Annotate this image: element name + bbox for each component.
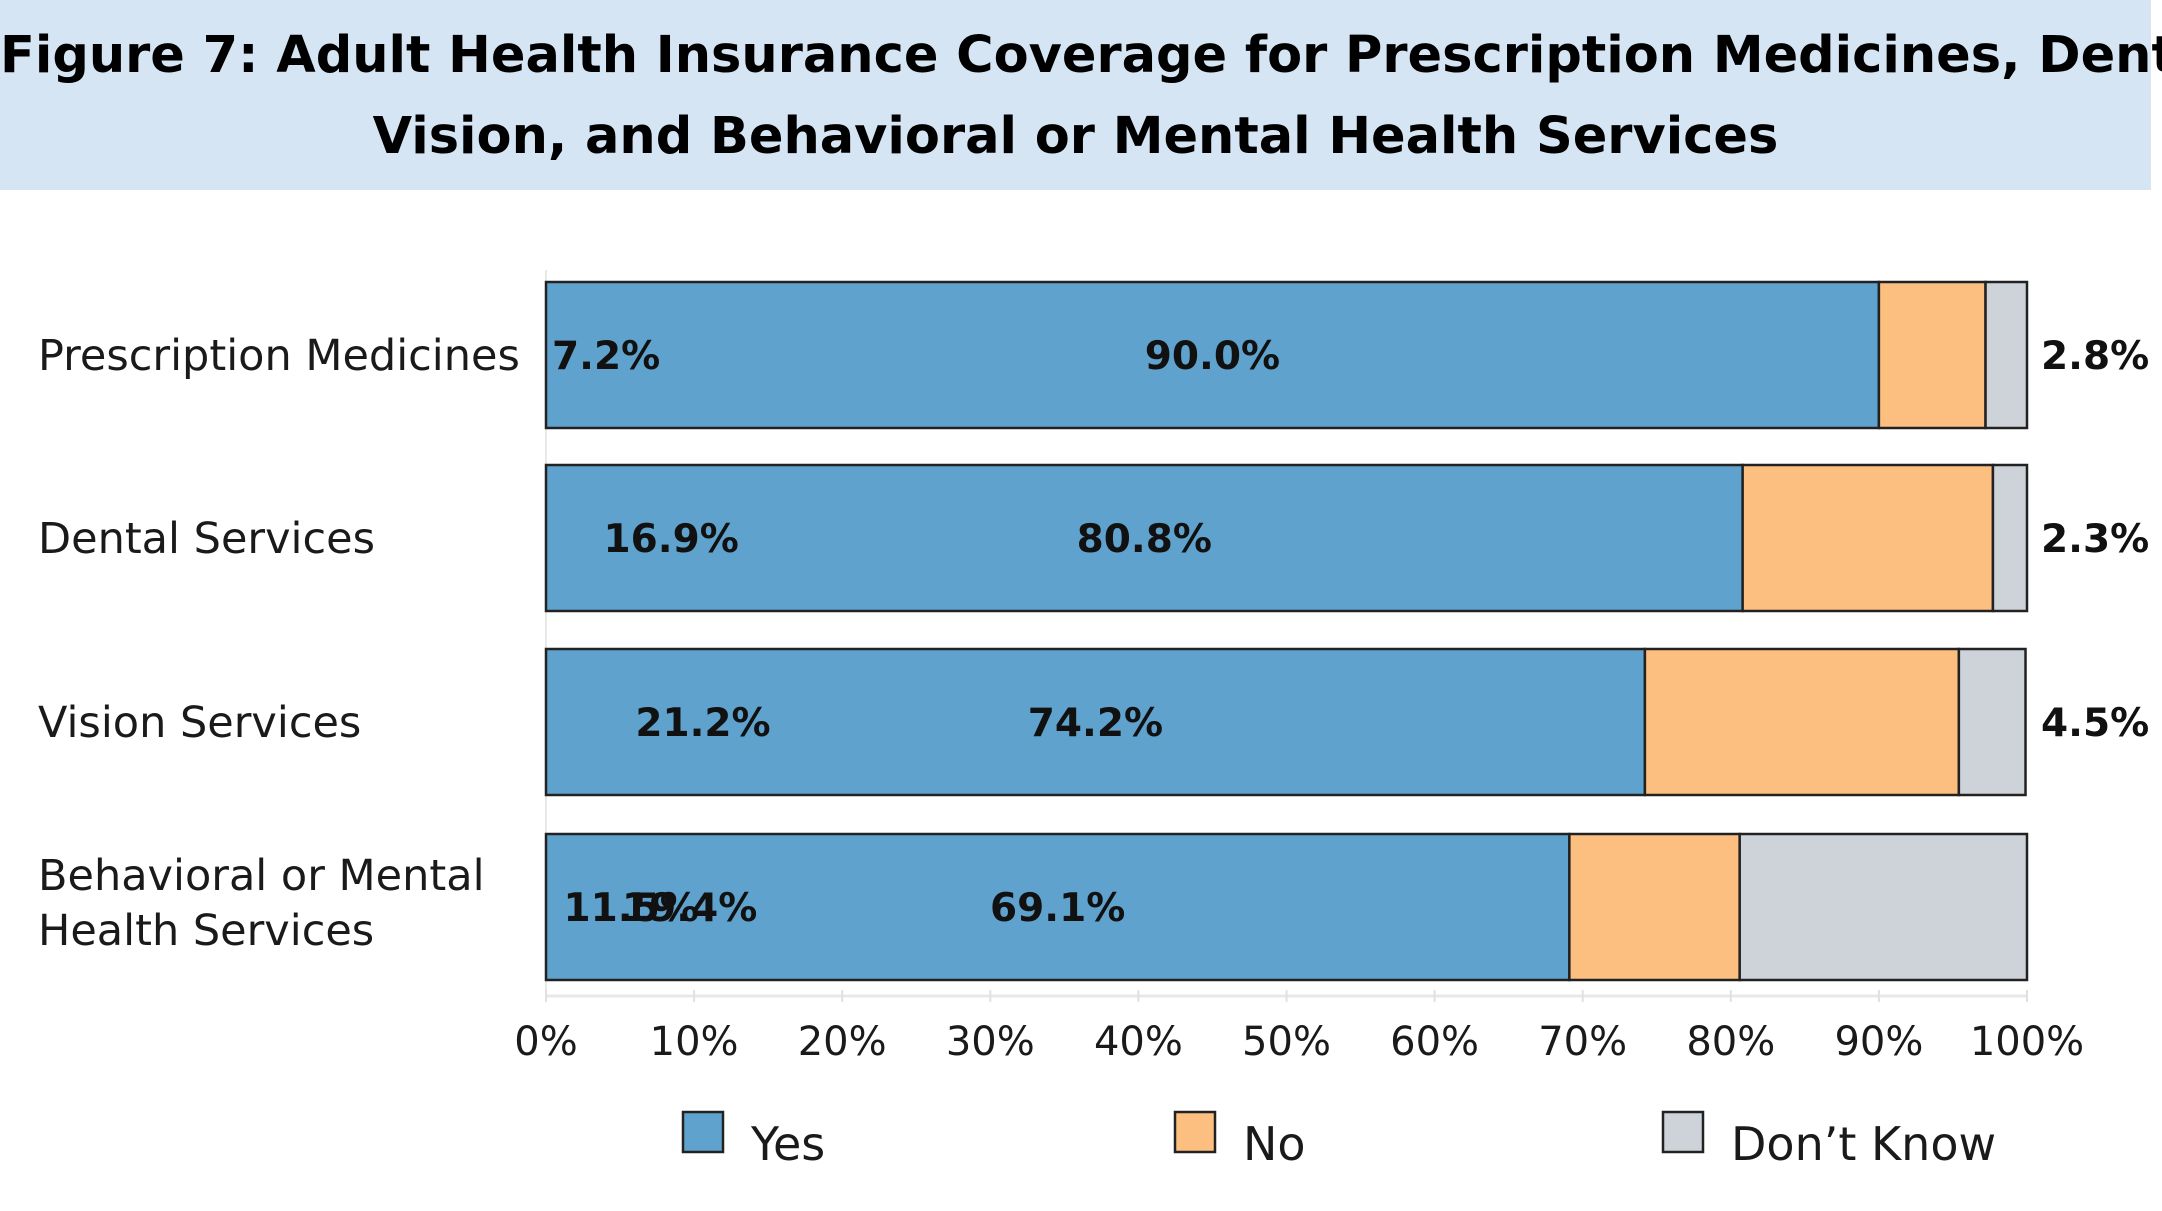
data-label: 21.2% [635, 701, 770, 746]
x-tick-label: 50% [1242, 1019, 1331, 1065]
bar-segment [544, 463, 1744, 613]
data-label: 19.4% [622, 886, 757, 931]
legend-label: No [1243, 1117, 1306, 1171]
category-label: Prescription Medicines [38, 331, 520, 381]
legend-label: Yes [750, 1117, 825, 1171]
data-label: 2.8% [2041, 334, 2149, 379]
category-label: Behavioral or Mental [38, 851, 485, 901]
bar-segment [1984, 280, 2029, 430]
legend-swatch [1173, 1110, 1217, 1154]
chart-title-line-1: Figure 7: Adult Health Insurance Coverag… [0, 26, 2162, 85]
data-label: 11.5% [564, 886, 699, 931]
data-label: 4.5% [2041, 701, 2149, 746]
x-tick-label: 70% [1538, 1019, 1627, 1065]
x-tick-label: 10% [650, 1019, 739, 1065]
x-tick-label: 60% [1390, 1019, 1479, 1065]
legend-label: Don’t Know [1731, 1117, 1996, 1171]
data-label: 90.0% [1145, 334, 1280, 379]
x-tick-label: 0% [514, 1019, 577, 1065]
data-label: 69.1% [990, 886, 1125, 931]
x-tick-label: 20% [798, 1019, 887, 1065]
category-label: Dental Services [38, 514, 375, 564]
data-label: 16.9% [603, 517, 738, 562]
category-label: Health Services [38, 906, 374, 956]
bar-segment [1643, 647, 1961, 797]
data-label: 74.2% [1028, 701, 1163, 746]
chart-title-line-2: Vision, and Behavioral or Mental Health … [372, 107, 1779, 166]
bar-segment [1877, 280, 1987, 430]
legend-swatch [681, 1110, 725, 1154]
legend-swatch [1661, 1110, 1705, 1154]
title-banner: Figure 7: Adult Health Insurance Coverag… [0, 0, 2162, 190]
x-tick-label: 30% [946, 1019, 1035, 1065]
data-label: 2.3% [2041, 517, 2149, 562]
x-tick-label: 100% [1970, 1019, 2084, 1065]
data-label: 80.8% [1077, 517, 1212, 562]
bar-segment [1957, 647, 2027, 797]
bar-segment [1741, 463, 1995, 613]
data-label: 7.2% [552, 334, 660, 379]
bar-segment [1738, 832, 2029, 982]
bar-segment [1568, 832, 1741, 982]
bar-segment [544, 647, 1647, 797]
bar-segment [544, 832, 1571, 982]
category-label: Vision Services [38, 698, 361, 748]
x-tick-label: 40% [1094, 1019, 1183, 1065]
bar-segment [544, 280, 1881, 430]
x-tick-label: 90% [1834, 1019, 1923, 1065]
bar-segment [1991, 463, 2029, 613]
x-tick-label: 80% [1686, 1019, 1775, 1065]
